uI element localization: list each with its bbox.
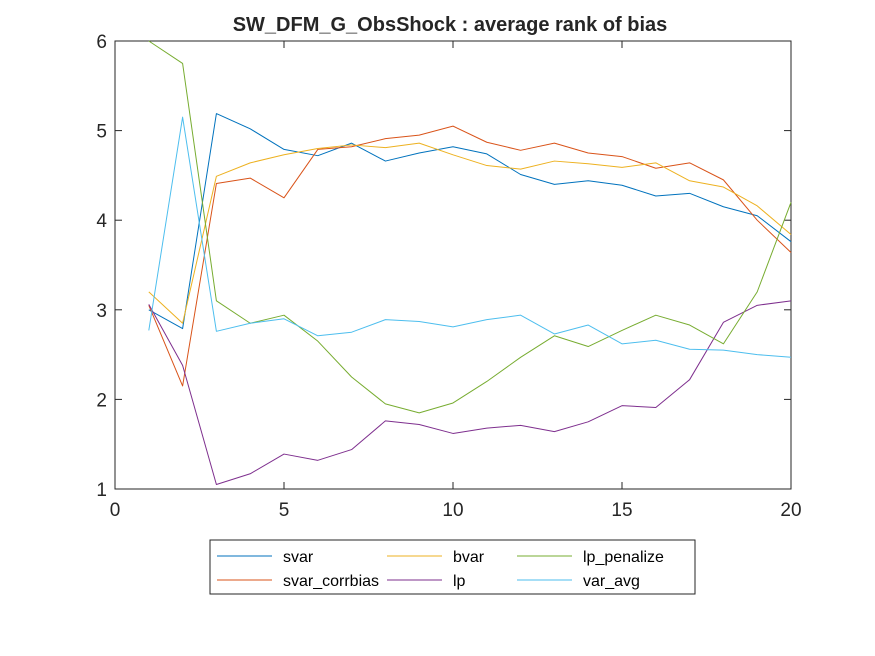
chart-title: SW_DFM_G_ObsShock : average rank of bias	[233, 14, 668, 36]
y-tick-label: 1	[96, 480, 107, 501]
x-tick-label: 10	[442, 500, 463, 521]
y-tick-label: 5	[96, 122, 107, 143]
series-line-svar	[148, 113, 792, 330]
x-tick-label: 20	[780, 500, 801, 521]
series-line-lp-penalize	[148, 40, 792, 414]
legend-label-bvar: bvar	[453, 549, 485, 566]
legend-label-var-avg: var_avg	[583, 573, 640, 590]
y-tick-label: 2	[96, 390, 107, 411]
legend-label-lp-penalize: lp_penalize	[583, 549, 664, 566]
y-tick-label: 4	[96, 211, 107, 232]
legend: svar bvar lp_penalize svar_corrbias lp var_av…	[209, 539, 696, 595]
x-tick-label: 5	[279, 500, 290, 521]
series-layer	[148, 40, 792, 486]
plot-area	[114, 40, 792, 490]
series-line-bvar	[148, 142, 792, 324]
series-line-var-avg	[148, 116, 792, 358]
legend-label-svar-corrbias: svar_corrbias	[283, 573, 379, 590]
y-tick-label: 6	[96, 32, 107, 53]
x-tick-label: 0	[110, 500, 121, 521]
legend-box	[209, 539, 696, 595]
series-line-lp	[148, 300, 792, 486]
legend-label-svar: svar	[283, 549, 314, 566]
legend-label-lp: lp	[453, 573, 466, 590]
series-line-svar-corrbias	[148, 125, 792, 387]
axis-ticks: 0 5 10 15 20 1 2 3 4 5 6	[96, 32, 801, 521]
y-tick-label: 3	[96, 301, 107, 322]
x-tick-label: 15	[611, 500, 632, 521]
